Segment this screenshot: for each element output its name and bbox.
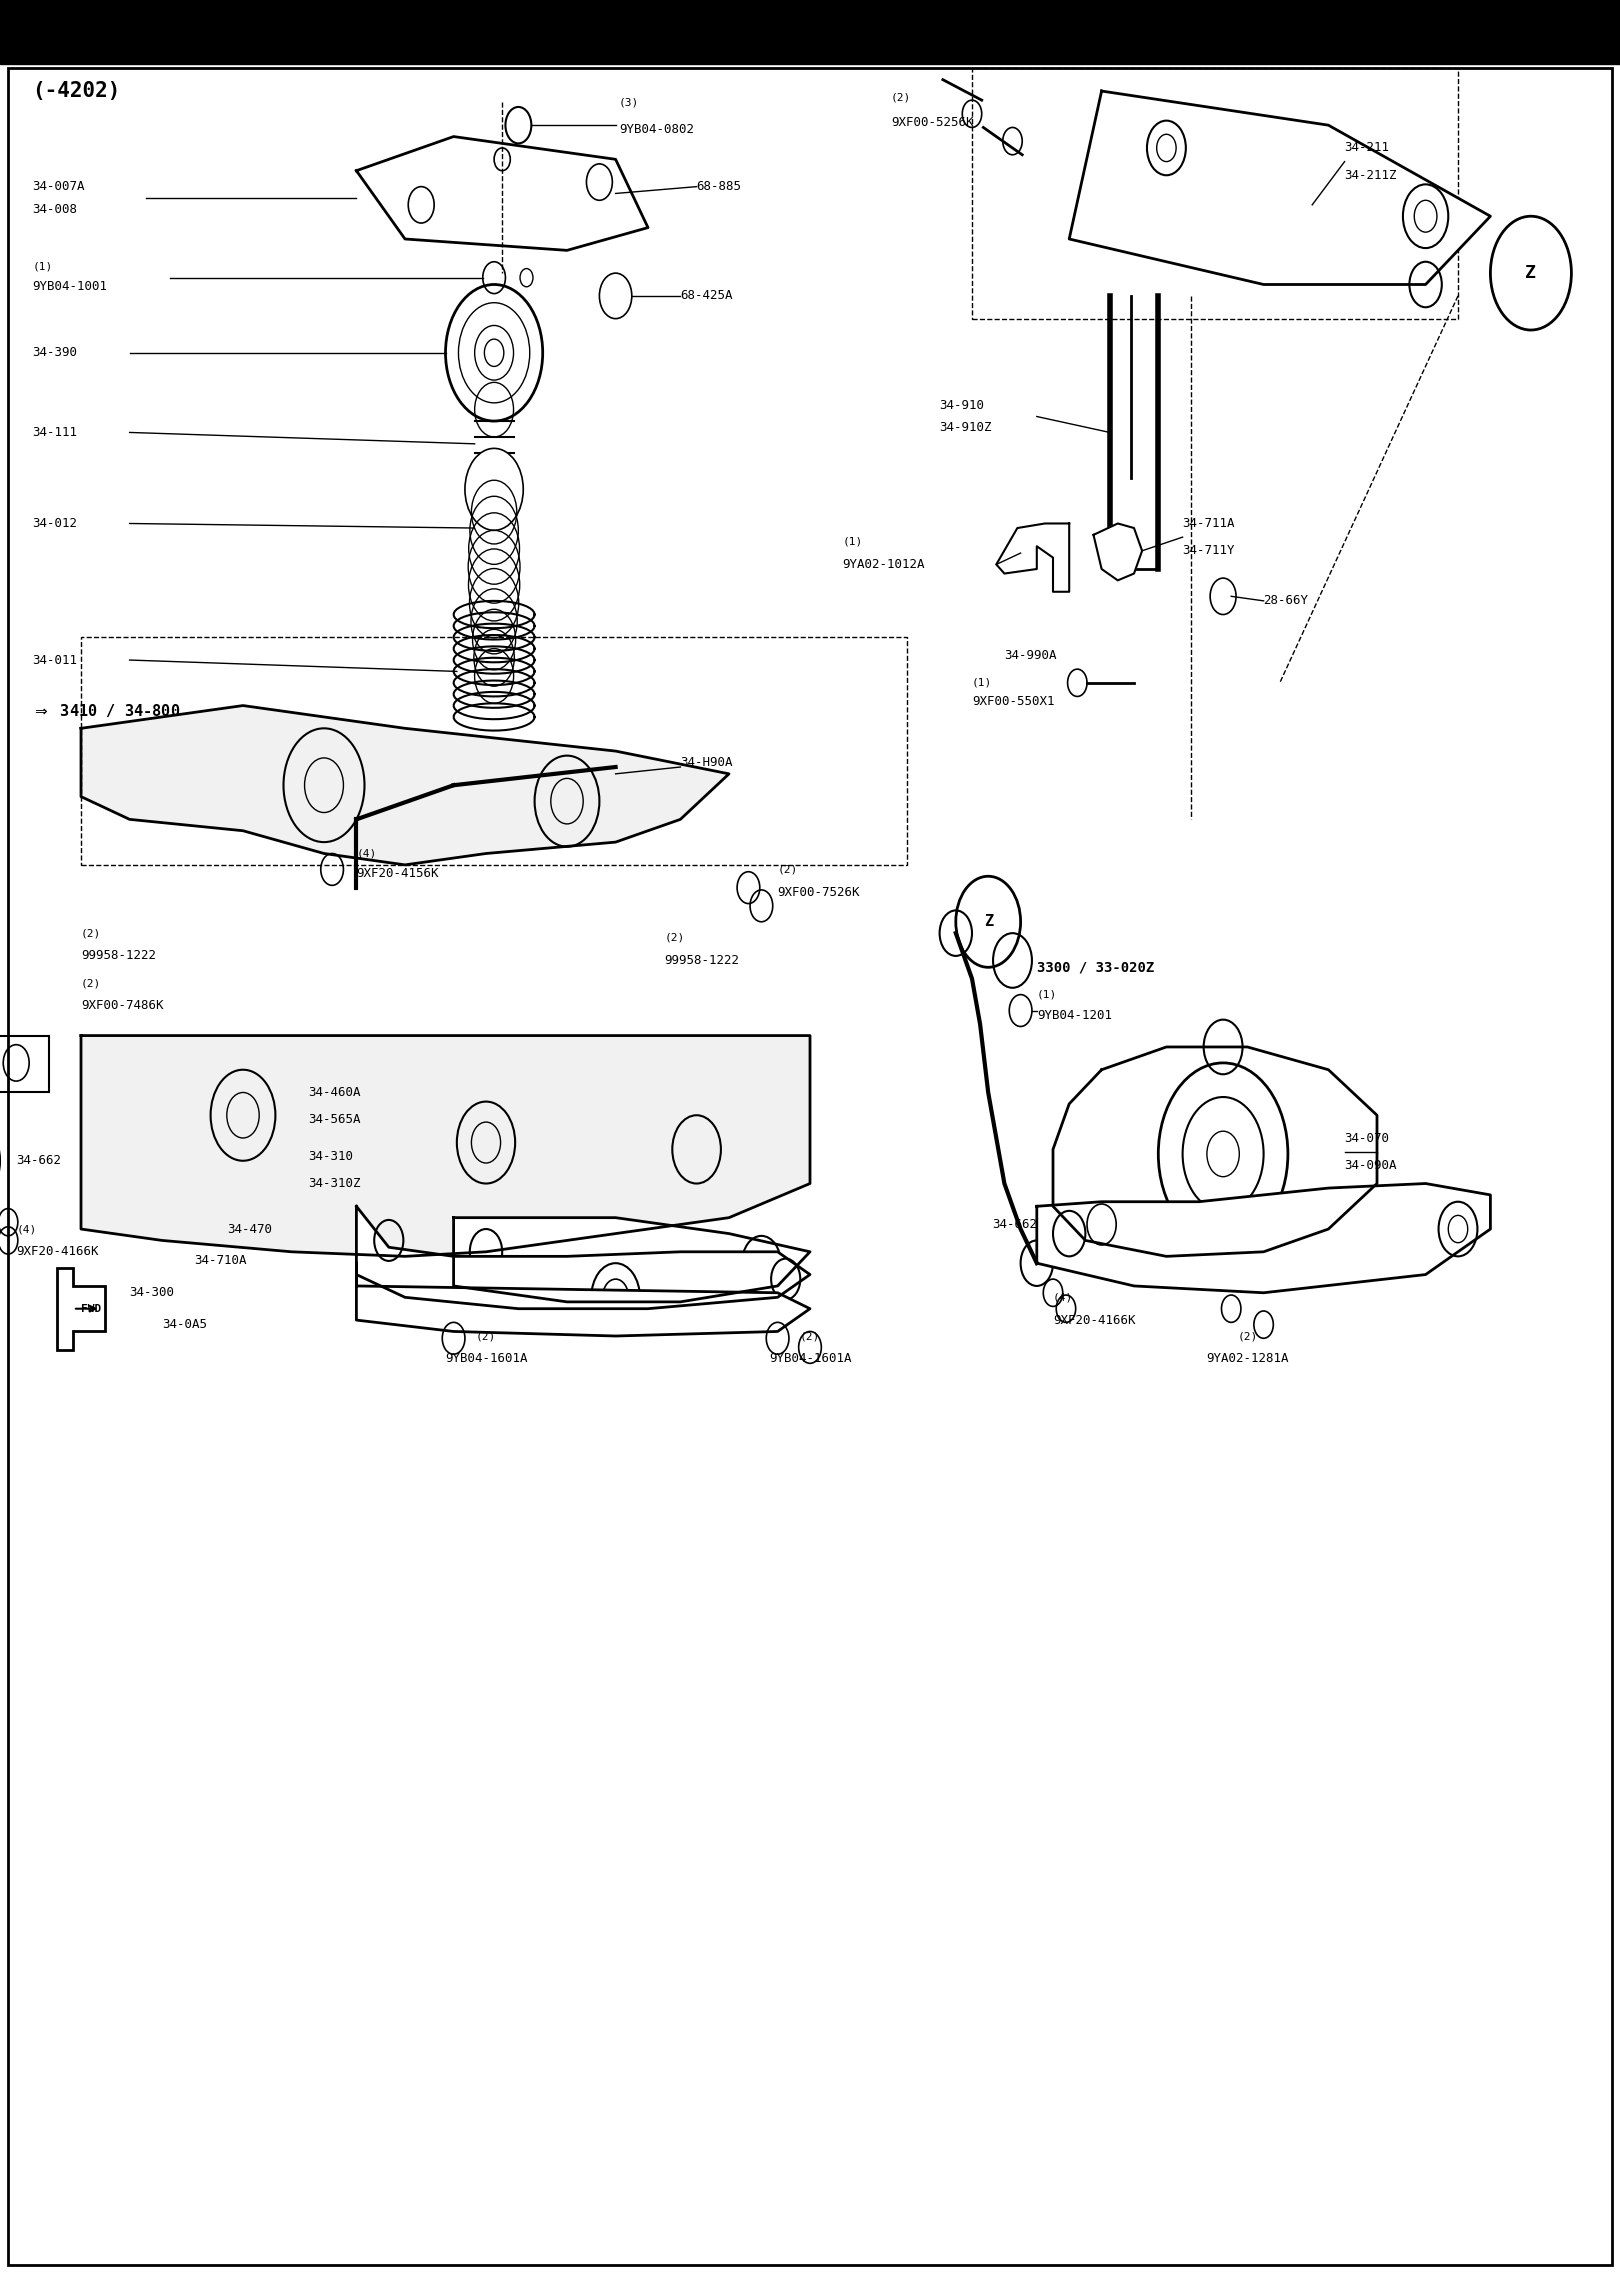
Polygon shape: [81, 1036, 810, 1256]
Polygon shape: [1053, 1047, 1377, 1256]
Text: $\Rightarrow$ 3410 / 34-800: $\Rightarrow$ 3410 / 34-800: [32, 701, 181, 719]
Text: (4): (4): [1053, 1293, 1072, 1302]
Text: 34-662: 34-662: [16, 1154, 62, 1168]
Polygon shape: [356, 137, 648, 250]
Text: (3): (3): [619, 98, 638, 107]
Polygon shape: [1037, 1184, 1490, 1293]
Text: 9YB04-1001: 9YB04-1001: [32, 280, 107, 294]
Text: 34-070: 34-070: [1345, 1131, 1390, 1145]
Text: 34-470: 34-470: [227, 1222, 272, 1236]
Bar: [0, 0, 1620, 64]
Text: (2): (2): [800, 1331, 820, 1341]
Text: (2): (2): [81, 929, 100, 938]
Text: 34-910: 34-910: [940, 398, 985, 412]
Text: 9YA02-1281A: 9YA02-1281A: [1207, 1352, 1288, 1366]
Text: 34-008: 34-008: [32, 203, 78, 216]
Text: 34-007A: 34-007A: [32, 180, 84, 193]
Text: (2): (2): [778, 865, 797, 874]
Polygon shape: [454, 1218, 810, 1302]
Text: 9XF00-5256K: 9XF00-5256K: [891, 116, 974, 130]
Polygon shape: [356, 1206, 810, 1309]
Text: 34-300: 34-300: [130, 1286, 175, 1300]
Text: 34-910Z: 34-910Z: [940, 421, 991, 435]
Text: 34-0A5: 34-0A5: [162, 1318, 207, 1331]
Text: (2): (2): [664, 933, 684, 942]
Text: (2): (2): [81, 979, 100, 988]
Text: (2): (2): [891, 93, 912, 102]
Polygon shape: [356, 1263, 810, 1336]
Text: 34-310Z: 34-310Z: [308, 1177, 360, 1190]
Text: 9XF00-7526K: 9XF00-7526K: [778, 885, 860, 899]
Text: 34-565A: 34-565A: [308, 1113, 360, 1127]
Text: 34-390: 34-390: [32, 346, 78, 360]
Text: 34-090A: 34-090A: [1345, 1158, 1396, 1172]
Text: 9YB04-1201: 9YB04-1201: [1037, 1008, 1111, 1022]
Text: 9XF20-4166K: 9XF20-4166K: [16, 1245, 99, 1259]
Text: 34-711Y: 34-711Y: [1183, 544, 1234, 558]
Text: (1): (1): [32, 262, 52, 271]
Text: 34-310: 34-310: [308, 1149, 353, 1163]
Text: 9YB04-1601A: 9YB04-1601A: [770, 1352, 851, 1366]
Text: 34-662: 34-662: [991, 1218, 1037, 1231]
Text: FWD: FWD: [81, 1304, 100, 1313]
Text: 34-H90A: 34-H90A: [680, 756, 732, 769]
Text: (4): (4): [16, 1224, 37, 1234]
Text: (2): (2): [476, 1331, 496, 1341]
Text: 34-012: 34-012: [32, 517, 78, 530]
Text: 99958-1222: 99958-1222: [81, 949, 156, 963]
Text: 9XF20-4156K: 9XF20-4156K: [356, 867, 439, 881]
Text: (4): (4): [356, 849, 376, 858]
Text: 9YA02-1012A: 9YA02-1012A: [842, 558, 925, 571]
Text: 34-460A: 34-460A: [308, 1086, 360, 1099]
Text: 34-990A: 34-990A: [1004, 649, 1056, 662]
Polygon shape: [81, 706, 729, 865]
Text: 9YB04-1601A: 9YB04-1601A: [446, 1352, 526, 1366]
Text: (-4202): (-4202): [32, 82, 122, 100]
Text: 68-885: 68-885: [697, 180, 742, 193]
Text: 9XF00-7486K: 9XF00-7486K: [81, 999, 164, 1013]
Polygon shape: [1094, 523, 1142, 580]
Circle shape: [465, 448, 523, 530]
Text: 9XF00-550X1: 9XF00-550X1: [972, 694, 1055, 708]
Text: 34-711A: 34-711A: [1183, 517, 1234, 530]
Text: (1): (1): [842, 537, 862, 546]
Polygon shape: [996, 523, 1069, 592]
Text: 34-710A: 34-710A: [194, 1254, 246, 1268]
Text: 34-211: 34-211: [1345, 141, 1390, 155]
Text: 34-011: 34-011: [32, 653, 78, 667]
Text: 34-111: 34-111: [32, 426, 78, 439]
Text: 3300 / 33-020Z: 3300 / 33-020Z: [1037, 960, 1153, 974]
Text: (1): (1): [1037, 990, 1056, 999]
Text: 9XF20-4166K: 9XF20-4166K: [1053, 1313, 1136, 1327]
Text: 28-66Y: 28-66Y: [1264, 594, 1309, 608]
Text: 68-425A: 68-425A: [680, 289, 732, 303]
Text: (2): (2): [1238, 1331, 1257, 1341]
Text: Z: Z: [983, 915, 993, 929]
Polygon shape: [1069, 91, 1490, 284]
Text: 9YB04-0802: 9YB04-0802: [619, 123, 693, 137]
Text: 99958-1222: 99958-1222: [664, 954, 739, 967]
Text: 34-211Z: 34-211Z: [1345, 168, 1396, 182]
Text: Z: Z: [1526, 264, 1536, 282]
Text: (1): (1): [972, 678, 991, 687]
